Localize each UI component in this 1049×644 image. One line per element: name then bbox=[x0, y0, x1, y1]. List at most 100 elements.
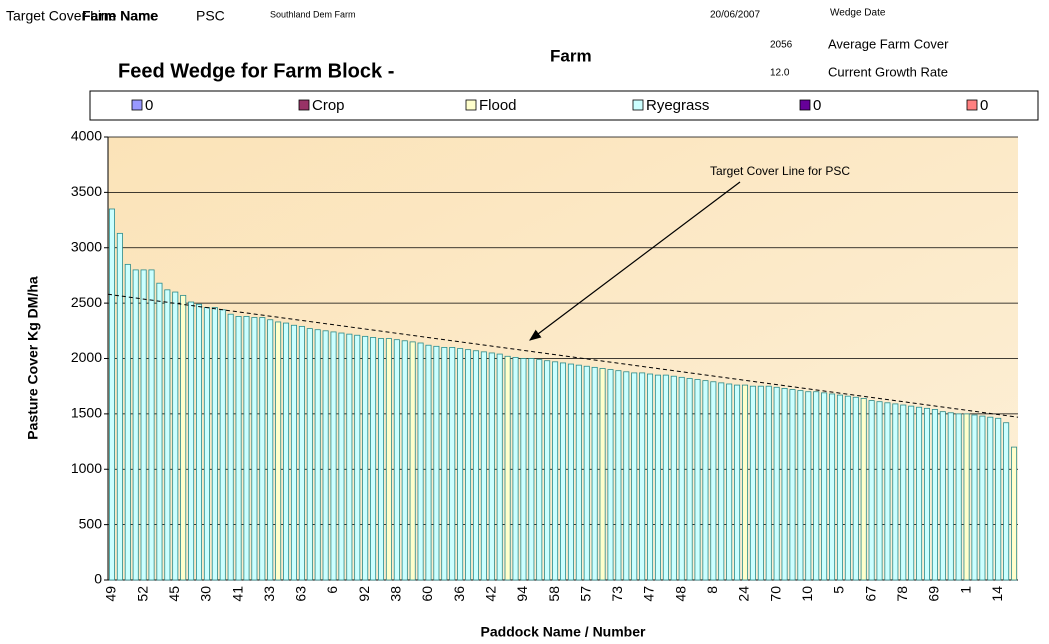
bar bbox=[322, 330, 329, 581]
y-tick-label: 0 bbox=[94, 571, 102, 587]
line-name-label: Target Cover Line Name bbox=[6, 8, 158, 24]
y-tick-label: 2500 bbox=[71, 294, 102, 310]
bar bbox=[947, 412, 954, 581]
bar bbox=[868, 400, 875, 581]
bar bbox=[884, 402, 891, 581]
wedge-date: 20/06/2007 bbox=[710, 10, 760, 21]
wedge-date-label: Wedge Date bbox=[830, 8, 886, 19]
bar bbox=[1011, 446, 1018, 581]
bar bbox=[836, 394, 843, 581]
bar bbox=[148, 269, 155, 581]
bar bbox=[496, 353, 503, 581]
legend-label: 0 bbox=[813, 97, 821, 114]
legend-swatch bbox=[632, 99, 644, 111]
bar bbox=[702, 380, 709, 581]
bar bbox=[979, 415, 986, 581]
bar bbox=[275, 321, 282, 581]
bar bbox=[346, 333, 353, 581]
bar bbox=[678, 376, 685, 581]
bar bbox=[552, 361, 559, 581]
bar bbox=[156, 282, 163, 581]
bar bbox=[749, 385, 756, 581]
bar bbox=[227, 313, 234, 581]
bar bbox=[195, 303, 203, 581]
farm-heading: Farm bbox=[550, 46, 592, 65]
y-axis-label: Pasture Cover Kg DM/ha bbox=[25, 276, 41, 440]
bar bbox=[765, 385, 772, 581]
bar bbox=[488, 352, 495, 581]
annotation-arrow bbox=[529, 181, 741, 341]
x-tick-label: 45 bbox=[166, 586, 182, 602]
bar bbox=[536, 359, 543, 581]
x-tick-label: 14 bbox=[989, 586, 1005, 602]
y-tick-label: 3500 bbox=[71, 183, 102, 199]
bar bbox=[773, 386, 780, 581]
average-cover-label: Average Farm Cover bbox=[828, 36, 949, 51]
chart-title: Feed Wedge for Farm Block - bbox=[118, 60, 394, 82]
bar bbox=[987, 416, 994, 581]
bar bbox=[844, 395, 851, 581]
bar bbox=[939, 411, 946, 581]
bar bbox=[583, 365, 590, 581]
bar bbox=[734, 384, 741, 581]
bar bbox=[385, 338, 392, 581]
x-tick-label: 47 bbox=[641, 586, 657, 602]
x-tick-label: 30 bbox=[198, 586, 214, 602]
bar bbox=[251, 317, 258, 581]
x-tick-label: 1 bbox=[957, 586, 973, 594]
bar bbox=[908, 405, 915, 581]
x-tick-label: 10 bbox=[799, 586, 815, 602]
y-tick-label: 3000 bbox=[71, 238, 102, 254]
bar bbox=[599, 368, 606, 581]
bar bbox=[726, 383, 733, 581]
bar bbox=[314, 329, 321, 581]
bar bbox=[591, 366, 598, 581]
bar bbox=[963, 413, 970, 581]
x-tick-label: 57 bbox=[577, 586, 593, 602]
x-tick-label: 92 bbox=[356, 586, 372, 602]
bar bbox=[821, 392, 828, 581]
bar bbox=[211, 307, 218, 581]
x-tick-label: 52 bbox=[134, 586, 150, 602]
bar bbox=[164, 289, 171, 581]
bar bbox=[931, 409, 938, 581]
farm-name-label: Farm Name bbox=[82, 8, 158, 24]
bar bbox=[401, 340, 408, 581]
bar bbox=[409, 341, 416, 581]
x-tick-label: 24 bbox=[736, 586, 752, 602]
bar bbox=[718, 382, 725, 581]
bar bbox=[607, 369, 614, 581]
legend-swatch bbox=[298, 99, 310, 111]
bar bbox=[188, 301, 195, 581]
bar bbox=[781, 388, 788, 581]
bar bbox=[575, 364, 582, 581]
bar bbox=[267, 319, 274, 581]
bar bbox=[441, 347, 448, 581]
bar bbox=[971, 414, 978, 581]
bar bbox=[955, 413, 962, 581]
bar bbox=[623, 371, 630, 581]
bar bbox=[354, 334, 361, 581]
x-tick-label: 42 bbox=[482, 586, 498, 602]
bar bbox=[892, 403, 899, 581]
y-tick-label: 1000 bbox=[71, 460, 102, 476]
bar bbox=[923, 407, 931, 581]
bar bbox=[290, 324, 297, 581]
growth-rate-label: Current Growth Rate bbox=[828, 64, 948, 79]
bar bbox=[860, 397, 867, 581]
x-tick-label: 63 bbox=[293, 586, 309, 602]
bar bbox=[306, 328, 313, 581]
legend-swatch bbox=[799, 99, 811, 111]
y-tick-label: 2000 bbox=[71, 349, 102, 365]
bar bbox=[449, 347, 456, 581]
bar bbox=[480, 351, 487, 581]
x-tick-label: 73 bbox=[609, 586, 625, 602]
legend-label: 0 bbox=[980, 97, 988, 114]
bar bbox=[639, 372, 646, 581]
y-tick-label: 1500 bbox=[71, 405, 102, 421]
bar bbox=[393, 339, 400, 581]
legend-label: Crop bbox=[312, 97, 345, 114]
x-tick-label: 69 bbox=[926, 586, 942, 602]
bar bbox=[900, 404, 907, 581]
